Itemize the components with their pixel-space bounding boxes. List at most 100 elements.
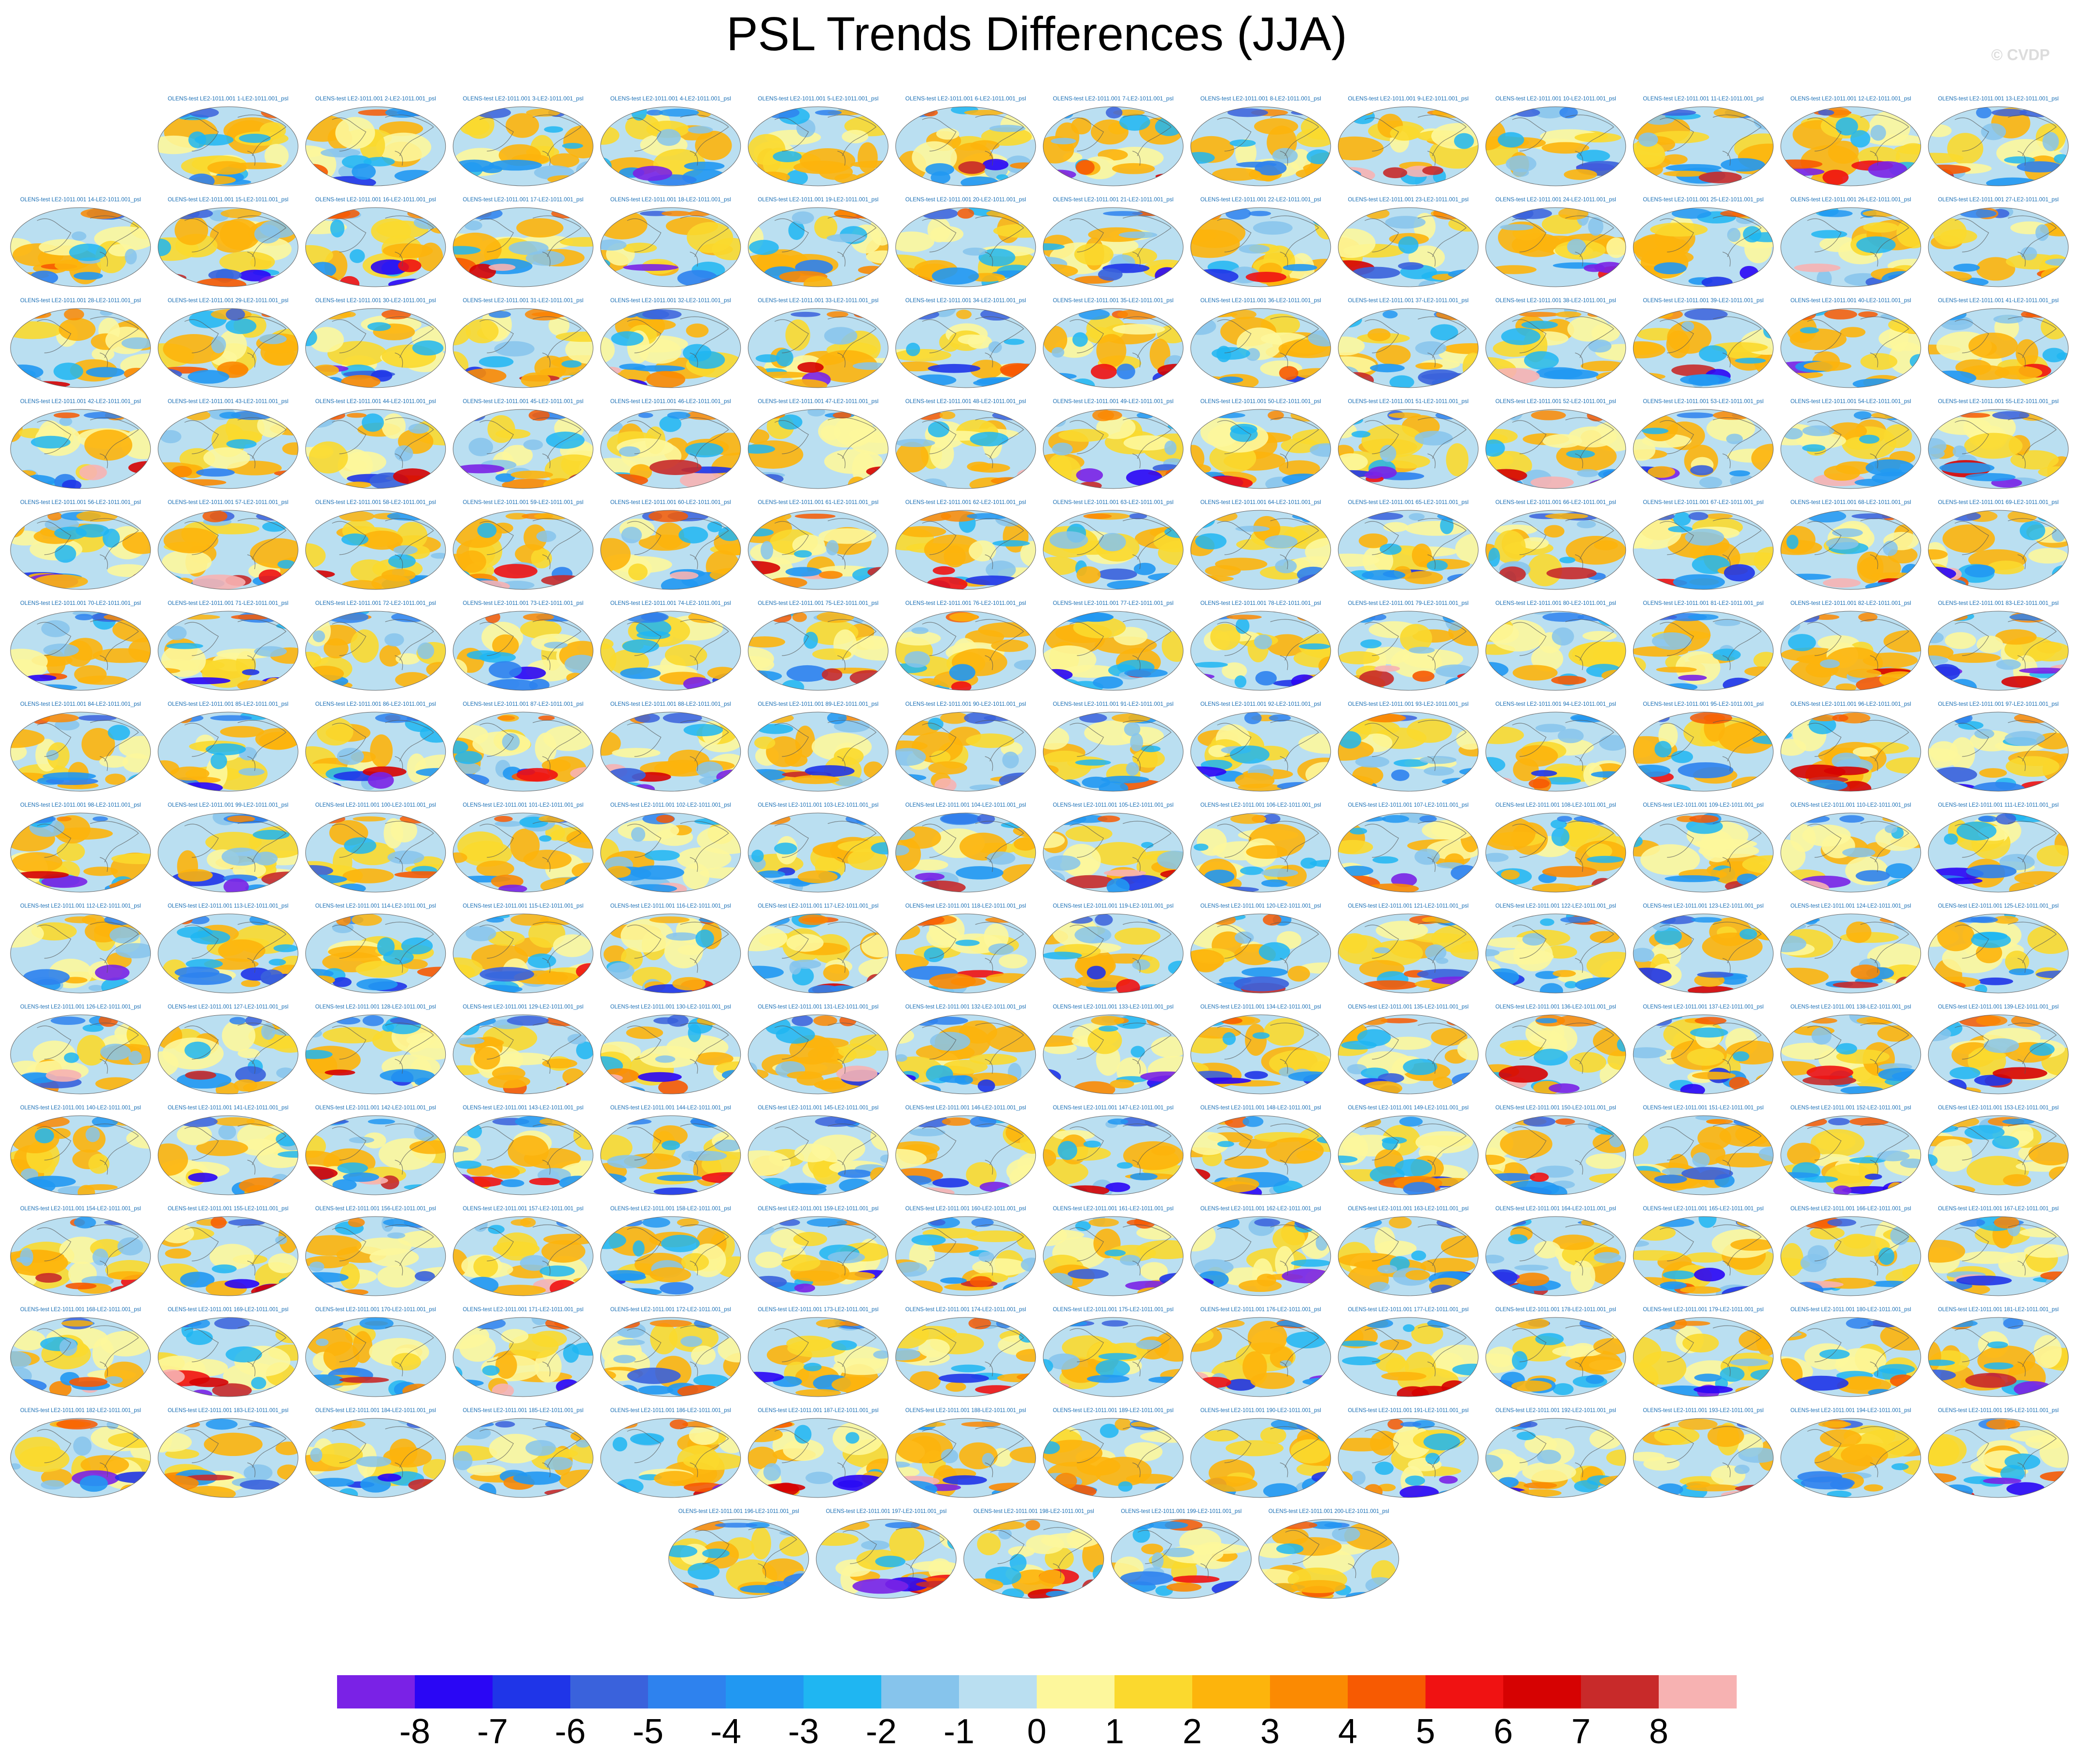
coastline [627,215,729,267]
field-blob [64,1052,79,1063]
field-blob [2048,371,2067,384]
map-panel: OLENS-test LE2-1011.001 10-LE2-1011.001_… [1485,95,1626,186]
field-blob [1485,1255,1505,1264]
field-blob [1116,364,1135,379]
panel-label: OLENS-test LE2-1011.001 27-LE2-1011.001_… [1938,196,2059,203]
field-blob [784,753,808,767]
field-blob [461,840,512,867]
panel-label: OLENS-test LE2-1011.001 150-LE2-1011.001… [1496,1104,1616,1111]
field-blob [1292,429,1331,446]
field-blob [466,650,501,660]
field-blob [1832,714,1848,722]
field-blob [229,1017,246,1025]
field-blob [188,1173,218,1182]
field-blob [160,430,182,444]
map-outline [1043,308,1184,388]
field-blob [655,522,684,549]
field-blob [1023,978,1036,985]
field-blob [489,661,522,679]
field-blob [1446,1016,1466,1026]
field-blob [1283,264,1317,271]
field-blob [396,522,428,549]
field-blob [1928,780,1952,791]
field-blob [1245,348,1260,361]
field-blob [695,130,732,160]
map-field [1780,1116,1921,1195]
coastline [1217,518,1319,570]
field-blob [1369,364,1405,373]
field-blob [1499,566,1526,582]
field-blob [683,677,711,690]
field-blob [1860,353,1898,370]
field-blob [309,262,337,278]
field-blob [1995,629,2037,645]
field-blob [1485,1086,1508,1094]
field-blob [226,308,245,321]
field-blob [276,622,298,630]
map-field [1190,914,1331,993]
panel-label: OLENS-test LE2-1011.001 28-LE2-1011.001_… [20,297,141,304]
map-field [158,510,298,589]
field-blob [1242,967,1288,977]
coastline [1659,114,1762,166]
coastline [922,821,1024,872]
field-blob [168,107,192,118]
field-blob [523,439,543,450]
panel-label: OLENS-test LE2-1011.001 10-LE2-1011.001_… [1496,95,1616,102]
field-blob [1338,136,1384,161]
field-blob [1510,208,1534,220]
field-blob [1489,1269,1518,1286]
map-outline [895,611,1036,691]
field-blob [1976,1015,2007,1026]
field-blob [1806,1065,1853,1079]
field-blob [861,914,882,921]
map-panel: OLENS-test LE2-1011.001 91-LE2-1011.001_… [1043,700,1184,792]
panel-label: OLENS-test LE2-1011.001 39-LE2-1011.001_… [1643,297,1764,304]
field-blob [895,748,926,766]
field-blob [1341,1040,1377,1050]
field-blob [969,540,996,561]
panel-label: OLENS-test LE2-1011.001 129-LE2-1011.001… [463,1003,583,1010]
field-blob [1248,210,1271,216]
field-blob [467,208,503,220]
field-blob [751,914,790,926]
coastline [37,720,139,771]
field-blob [573,1121,593,1150]
panel-label: OLENS-test LE2-1011.001 5-LE2-1011.001_p… [758,95,878,102]
field-blob [1043,727,1070,750]
panel-label: OLENS-test LE2-1011.001 107-LE2-1011.001… [1348,801,1468,808]
field-blob [1106,878,1130,892]
field-blob [794,550,812,558]
field-blob [363,157,395,167]
field-blob [1649,512,1675,520]
field-blob [1486,368,1540,385]
map-outline [895,409,1036,489]
map-panel: OLENS-test LE2-1011.001 119-LE2-1011.001… [1043,902,1184,994]
field-blob [1103,869,1146,877]
panel-label: OLENS-test LE2-1011.001 127-LE2-1011.001… [168,1003,288,1010]
field-blob [1983,1038,2019,1053]
field-blob [550,153,579,168]
field-blob [1212,347,1250,360]
panel-label: OLENS-test LE2-1011.001 21-LE2-1011.001_… [1053,196,1173,203]
map-field [600,1015,741,1094]
coastline [479,417,582,469]
map-panel: OLENS-test LE2-1011.001 25-LE2-1011.001_… [1633,196,1774,287]
field-blob [895,349,951,362]
map-field [1633,510,1774,589]
field-blob [880,1154,889,1163]
panel-label: OLENS-test LE2-1011.001 157-LE2-1011.001… [463,1205,583,1212]
map-field [158,712,298,791]
map-panel: OLENS-test LE2-1011.001 72-LE2-1011.001_… [305,600,446,691]
field-blob [1633,516,1682,549]
field-blob [2032,1188,2068,1195]
map-field [1043,208,1184,287]
field-blob [1130,1046,1145,1058]
field-blob [1151,1036,1184,1058]
map-field [1633,308,1774,388]
field-blob [926,577,968,589]
map-field [895,611,1036,690]
field-blob [1124,669,1168,678]
field-blob [64,916,97,924]
field-blob [660,1282,694,1295]
